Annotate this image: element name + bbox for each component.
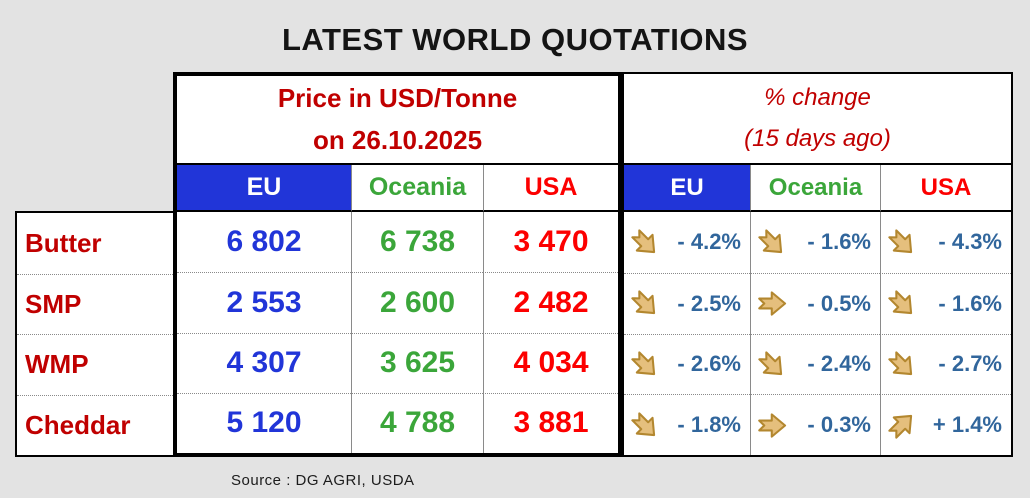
change-smp-usa: - 1.6% [880, 272, 1011, 334]
price-col-header-eu: EU [177, 165, 351, 212]
product-label-column: Butter SMP WMP Cheddar [15, 211, 175, 457]
change-value: - 2.7% [938, 351, 1002, 377]
change-butter-usa: - 4.3% [880, 212, 1011, 273]
trend-up-icon [886, 410, 917, 441]
change-wmp-usa: - 2.7% [880, 333, 1011, 395]
price-wmp-usa: 4 034 [483, 332, 618, 393]
trend-flat-icon [756, 410, 787, 441]
price-butter-eu: 6 802 [226, 225, 302, 259]
price-header-line2: on 26.10.2025 [312, 124, 483, 155]
price-col-header-oceania: Oceania [351, 165, 483, 212]
price-header-line1: Price in USD/Tonne [277, 82, 518, 113]
change-butter-oceania: - 1.6% [750, 212, 880, 273]
price-smp-usa: 2 482 [483, 272, 618, 333]
trend-down-icon [629, 410, 660, 441]
change-butter-eu: - 4.2% [624, 212, 750, 273]
change-value: - 4.2% [677, 229, 741, 255]
trend-flat-icon [756, 288, 787, 319]
change-table-header: % change (15 days ago) [624, 74, 1011, 165]
trend-down-icon [629, 288, 660, 319]
product-label-butter: Butter [25, 227, 102, 258]
change-header-line2: (15 days ago) [744, 124, 891, 152]
change-cheddar-usa: + 1.4% [880, 394, 1011, 455]
price-wmp-oceania: 3 625 [351, 332, 483, 393]
trend-down-icon [756, 227, 787, 258]
change-value: - 2.5% [677, 290, 741, 316]
trend-down-icon [756, 349, 787, 380]
product-label-wmp: WMP [17, 334, 175, 395]
product-label-smp: SMP [17, 273, 175, 335]
change-value: - 0.5% [807, 290, 871, 316]
change-value: - 1.8% [677, 412, 741, 438]
change-col-header-usa: USA [880, 165, 1011, 212]
price-smp-eu: 2 553 [177, 272, 351, 332]
change-value: - 2.4% [807, 351, 871, 377]
price-col-header-usa: USA [483, 165, 618, 212]
change-value: + 1.4% [932, 412, 1002, 438]
change-wmp-oceania: - 2.4% [750, 333, 880, 395]
change-value: - 4.3% [938, 229, 1002, 255]
change-col-header-oceania: Oceania [750, 165, 880, 212]
price-butter-oceania: 6 738 [351, 212, 483, 273]
source-note: Source : DG AGRI, USDA [231, 472, 415, 489]
change-col-header-eu: EU [624, 165, 750, 212]
price-table-header: Price in USD/Tonne on 26.10.2025 [177, 76, 618, 165]
price-cheddar-usa: 3 881 [483, 392, 618, 453]
change-table: % change (15 days ago) EU Oceania USA - … [622, 72, 1013, 457]
trend-down-icon [886, 227, 917, 258]
change-cheddar-oceania: - 0.3% [750, 394, 880, 455]
price-smp-oceania: 2 600 [351, 272, 483, 333]
price-cheddar-eu: 5 120 [177, 392, 351, 453]
price-cheddar-oceania: 4 788 [351, 392, 483, 453]
change-header-line1: % change [764, 83, 871, 111]
change-smp-eu: - 2.5% [624, 272, 750, 334]
change-value: - 1.6% [807, 229, 871, 255]
price-table: Price in USD/Tonne on 26.10.2025 EU Ocea… [173, 72, 622, 457]
page-title: LATEST WORLD QUOTATIONS [281, 22, 749, 57]
change-value: - 2.6% [677, 351, 741, 377]
product-label-cheddar: Cheddar [17, 394, 175, 456]
trend-down-icon [629, 227, 660, 258]
trend-down-icon [886, 349, 917, 380]
trend-down-icon [886, 288, 917, 319]
change-wmp-eu: - 2.6% [624, 333, 750, 395]
change-value: - 1.6% [938, 290, 1002, 316]
change-cheddar-eu: - 1.8% [624, 394, 750, 455]
change-smp-oceania: - 0.5% [750, 272, 880, 334]
price-butter-usa: 3 470 [483, 212, 618, 273]
price-wmp-eu: 4 307 [177, 332, 351, 393]
change-value: - 0.3% [807, 412, 871, 438]
trend-down-icon [629, 349, 660, 380]
